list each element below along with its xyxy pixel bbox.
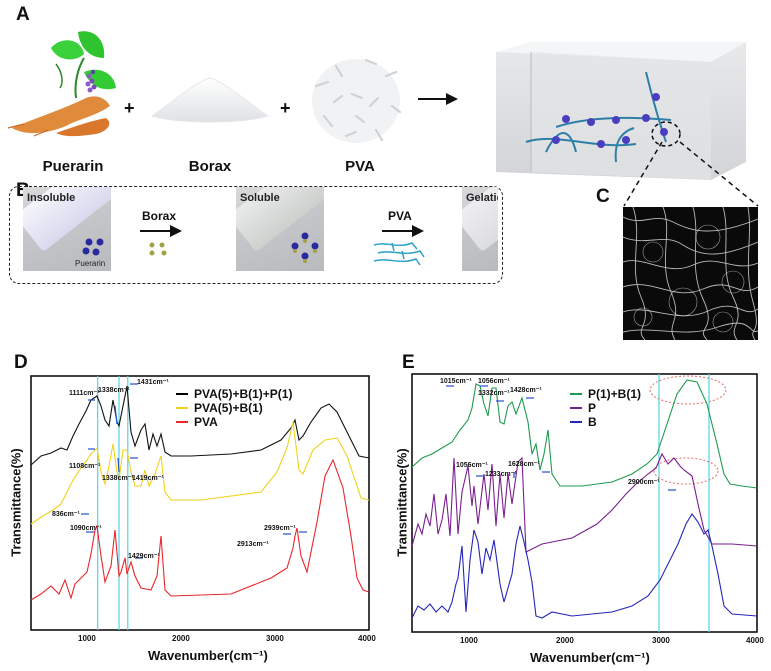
zoom-connector-lines xyxy=(623,141,759,207)
ingredient-label-borax: Borax xyxy=(188,158,232,175)
xlabel-e: Wavenumber(cm⁻¹) xyxy=(530,650,650,665)
annotation-e-2900: 2900cm⁻¹ xyxy=(628,479,660,486)
xlabel-d: Wavenumber(cm⁻¹) xyxy=(148,648,268,663)
ylabel-e: Transmittance(%) xyxy=(394,448,410,557)
pva-granules-icon xyxy=(312,58,402,143)
kudzu-plant-root-icon xyxy=(7,31,116,137)
annotation-e-1428: 1428cm⁻¹ xyxy=(510,387,542,394)
annotation-e-1056-top: 1056cm⁻¹ xyxy=(478,378,510,385)
annotation-e-1628: 1628cm⁻¹ xyxy=(508,461,540,468)
ftir-chart-d xyxy=(30,375,370,631)
xtick-e-4000: 4000 xyxy=(746,636,764,645)
ingredient-label-puerarin: Puerarin xyxy=(42,158,104,175)
plus-sign-1: + xyxy=(124,98,135,118)
annotation-e-1056-mid: 1056cm⁻¹ xyxy=(456,462,488,469)
panel-e-letter: E xyxy=(402,352,415,373)
annotation-d-1338-mid: 1338cm⁻¹ xyxy=(102,475,134,482)
panel-a-letter: A xyxy=(16,4,30,25)
legend-e: P(1)+B(1) P B xyxy=(570,387,641,429)
annotation-d-1419: 1419cm⁻¹ xyxy=(132,475,164,482)
sem-micrograph xyxy=(623,207,758,340)
xtick-d-4000: 4000 xyxy=(358,634,376,643)
ylabel-d: Transmittance(%) xyxy=(8,448,24,557)
arrow-label-borax: Borax xyxy=(142,209,177,223)
annotation-e-1015: 1015cm⁻¹ xyxy=(440,378,472,385)
annotation-d-1090: 1090cm⁻¹ xyxy=(70,525,102,532)
legend-item: PVA(5)+B(1)+P(1) xyxy=(176,387,292,401)
legend-item: PVA xyxy=(176,415,292,429)
tube-photo-insoluble: Insoluble Puerarin xyxy=(23,187,111,271)
xtick-d-3000: 3000 xyxy=(266,634,284,643)
ftir-chart-e xyxy=(411,373,758,633)
process-steps-box: Insoluble Puerarin Borax Soluble PVA xyxy=(9,186,503,284)
xtick-e-1000: 1000 xyxy=(460,636,478,645)
tube-photo-gelation: Gelation xyxy=(462,187,498,271)
annotation-e-1332: 1332cm⁻¹ xyxy=(478,390,510,397)
xtick-e-3000: 3000 xyxy=(652,636,670,645)
step-caption-gelation: Gelation xyxy=(466,192,498,204)
tube-photo-soluble: Soluble xyxy=(236,187,324,271)
puerarin-borax-complex-icon xyxy=(291,232,319,263)
step-caption-soluble: Soluble xyxy=(240,192,280,204)
borax-arrow-icon xyxy=(140,225,182,237)
legend-item: PVA(5)+B(1) xyxy=(176,401,292,415)
process-arrow-icon xyxy=(418,93,458,105)
annotation-d-1108: 1108cm⁻¹ xyxy=(69,463,101,470)
annotation-d-836: 836cm⁻¹ xyxy=(52,511,80,518)
xtick-e-2000: 2000 xyxy=(556,636,574,645)
annotation-d-1338-top: 1338cm⁻¹ xyxy=(98,387,130,394)
legend-item: B xyxy=(570,415,641,429)
pva-arrow-icon xyxy=(382,225,424,237)
panel-d-letter: D xyxy=(14,352,28,373)
ingredient-label-pva: PVA xyxy=(345,158,375,175)
legend-item: P(1)+B(1) xyxy=(570,387,641,401)
xtick-d-1000: 1000 xyxy=(78,634,96,643)
white-powder-pile-icon xyxy=(150,77,270,123)
pva-chains-icon xyxy=(373,242,425,266)
annotation-d-1111: 1111cm⁻¹ xyxy=(69,390,100,397)
puerarin-molecules-icon xyxy=(82,238,104,256)
legend-item: P xyxy=(570,401,641,415)
borax-particles-icon xyxy=(149,242,167,256)
panel-c-letter: C xyxy=(596,186,610,207)
plus-sign-2: + xyxy=(280,98,291,118)
annotation-d-2913: 2913cm⁻¹ xyxy=(237,541,269,548)
annotation-d-1431: 1431cm⁻¹ xyxy=(137,379,169,386)
xtick-d-2000: 2000 xyxy=(172,634,190,643)
step-caption-insoluble: Insoluble xyxy=(27,192,76,204)
legend-d: PVA(5)+B(1)+P(1) PVA(5)+B(1) PVA xyxy=(176,387,292,429)
puerarin-sublabel: Puerarin xyxy=(75,259,106,268)
annotation-d-1429: 1429cm⁻¹ xyxy=(128,553,160,560)
annotation-d-2939: 2939cm⁻¹ xyxy=(264,525,296,532)
annotation-e-1233: 1233cm⁻¹ xyxy=(485,471,517,478)
arrow-label-pva: PVA xyxy=(388,209,412,223)
